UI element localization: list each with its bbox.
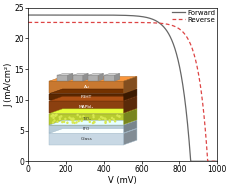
Forward bbox=[190, 160, 192, 162]
Forward bbox=[153, 19, 156, 21]
Reverse bbox=[216, 160, 219, 162]
Reverse bbox=[169, 24, 172, 26]
Legend: Forward, Reverse: Forward, Reverse bbox=[172, 9, 216, 23]
Reverse bbox=[153, 22, 156, 24]
Reverse bbox=[138, 21, 141, 24]
Reverse bbox=[207, 160, 209, 162]
Reverse bbox=[60, 21, 63, 24]
Forward bbox=[138, 15, 141, 17]
Reverse bbox=[27, 21, 30, 24]
Forward bbox=[112, 14, 115, 16]
Line: Reverse: Reverse bbox=[28, 22, 217, 161]
Forward bbox=[76, 14, 78, 16]
Reverse bbox=[76, 21, 78, 24]
X-axis label: V (mV): V (mV) bbox=[108, 176, 137, 185]
Y-axis label: J (mA/cm²): J (mA/cm²) bbox=[4, 62, 13, 107]
Forward bbox=[169, 36, 172, 38]
Reverse bbox=[112, 21, 115, 24]
Forward bbox=[216, 160, 219, 162]
Forward bbox=[27, 14, 30, 16]
Line: Forward: Forward bbox=[28, 15, 217, 161]
Forward bbox=[60, 14, 63, 16]
